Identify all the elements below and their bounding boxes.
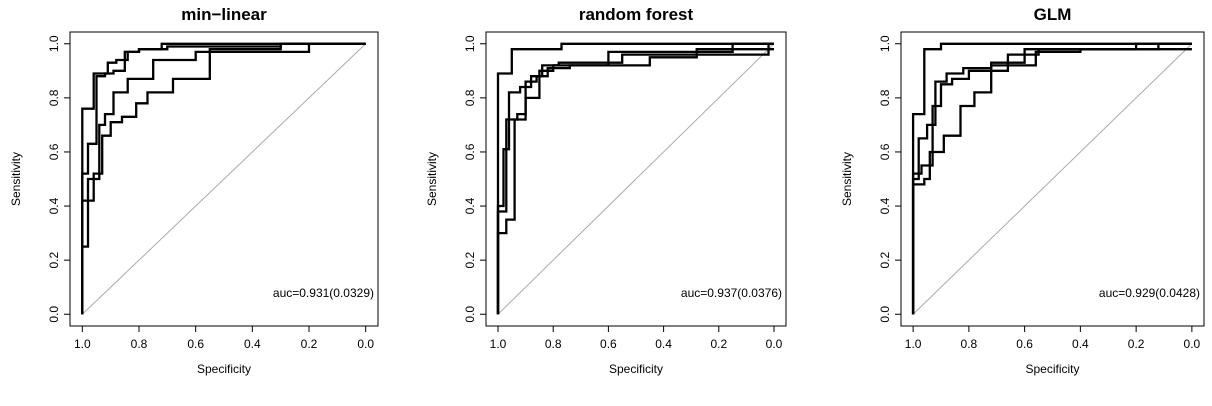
diagonal-reference-line	[81, 43, 367, 315]
y-tick-label: 0.0	[47, 306, 61, 323]
x-axis-label: Specificity	[609, 362, 663, 376]
y-tick-label: 0.2	[463, 251, 477, 268]
roc-curve-4	[496, 48, 774, 315]
y-tick-label: 0.0	[463, 306, 477, 323]
x-tick-label: 0.6	[1016, 337, 1033, 351]
x-tick-label: 0.0	[766, 337, 783, 351]
y-tick-label: 0.8	[47, 89, 61, 106]
diagonal-reference-line	[912, 43, 1193, 315]
x-tick-label: 0.6	[600, 337, 617, 351]
roc-curve-1	[911, 42, 1192, 315]
plot-frame	[900, 31, 1205, 327]
roc-curve-4	[81, 42, 366, 315]
panel-title: random forest	[579, 5, 694, 24]
y-tick-label: 0.2	[47, 251, 61, 268]
panel-title: min−linear	[181, 5, 267, 24]
x-tick-label: 0.6	[187, 337, 204, 351]
x-tick-label: 1.0	[74, 337, 91, 351]
roc-panel-3: GLM 1.0 0.8 0.6 0.4 0.2 0.0 0.0 0.2 0.4 0.6 0.8 1.0 S…	[840, 5, 1205, 376]
x-tick-label: 0.8	[961, 337, 978, 351]
x-axis-label: Specificity	[197, 362, 251, 376]
y-tick-label: 0.2	[878, 251, 892, 268]
y-tick-label: 0.8	[878, 89, 892, 106]
y-tick-label: 0.4	[463, 197, 477, 214]
x-tick-label: 1.0	[490, 337, 507, 351]
y-axis-label: Sensitivity	[9, 152, 23, 206]
auc-annotation: auc=0.937(0.0376)	[681, 286, 782, 300]
x-tick-label: 1.0	[905, 337, 922, 351]
x-axis-label: Specificity	[1025, 362, 1079, 376]
roc-curve-2	[81, 42, 366, 315]
panel-title: GLM	[1034, 5, 1072, 24]
diagonal-reference-line	[497, 43, 775, 315]
roc-panel-1: min−linear 1.0 0.8 0.6 0.4 0.2 0.0 0.0 0.2 0.4 0.6…	[9, 5, 379, 376]
x-tick-label: 0.4	[655, 337, 672, 351]
y-tick-label: 0.4	[47, 197, 61, 214]
y-tick-label: 1.0	[47, 35, 61, 52]
y-tick-label: 1.0	[878, 35, 892, 52]
auc-annotation: auc=0.929(0.0428)	[1099, 286, 1200, 300]
y-tick-label: 0.0	[878, 306, 892, 323]
x-tick-label: 0.8	[545, 337, 562, 351]
x-tick-label: 0.8	[131, 337, 148, 351]
x-tick-label: 0.2	[301, 337, 318, 351]
roc-curve-1	[496, 42, 774, 315]
x-tick-label: 0.4	[1072, 337, 1089, 351]
x-tick-label: 0.4	[244, 337, 261, 351]
x-tick-label: 0.2	[710, 337, 727, 351]
roc-curve-2	[496, 42, 774, 315]
x-tick-label: 0.2	[1128, 337, 1145, 351]
y-tick-label: 0.8	[463, 89, 477, 106]
auc-annotation: auc=0.931(0.0329)	[273, 286, 374, 300]
roc-curve-3	[81, 42, 366, 315]
y-axis-label: Sensitivity	[425, 152, 439, 206]
y-tick-label: 0.6	[878, 143, 892, 160]
roc-curve-4	[911, 42, 1192, 315]
y-tick-label: 0.6	[47, 143, 61, 160]
roc-panel-2: random forest 1.0 0.8 0.6 0.4 0.2 0.0 0.0 0.2 0.4…	[425, 5, 787, 376]
y-tick-label: 0.6	[463, 143, 477, 160]
x-tick-label: 0.0	[357, 337, 374, 351]
roc-curve-3	[496, 42, 774, 315]
y-tick-label: 0.4	[878, 197, 892, 214]
plot-frame	[485, 31, 787, 327]
roc-curve-2	[911, 48, 1192, 315]
y-axis-label: Sensitivity	[840, 152, 854, 206]
y-tick-label: 1.0	[463, 35, 477, 52]
x-tick-label: 0.0	[1184, 337, 1201, 351]
plot-frame	[69, 31, 379, 327]
